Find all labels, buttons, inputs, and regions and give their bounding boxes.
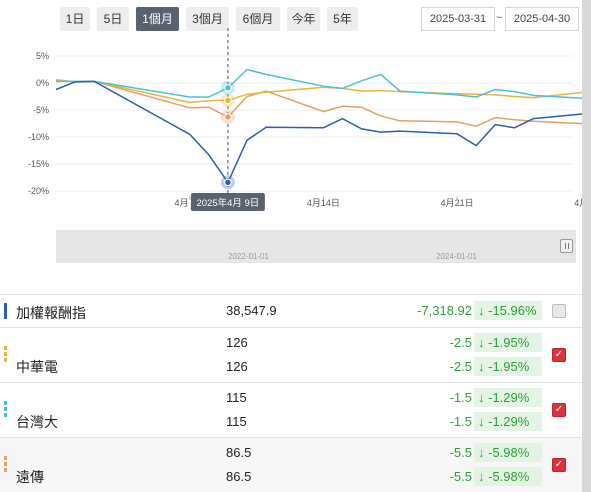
- range-tab-1m[interactable]: 1個月: [136, 7, 179, 31]
- change-value: -2.5: [449, 335, 472, 350]
- change-value: -1.5: [449, 390, 472, 405]
- y-tick-label: -5%: [33, 105, 49, 115]
- x-tick-label: 4月14日: [307, 198, 340, 208]
- percent-change: ↓ -15.96%: [474, 301, 542, 320]
- y-tick-label: -20%: [28, 186, 49, 196]
- percent-change: ↓ -1.95%: [474, 333, 542, 352]
- stock-name: 加權報酬指: [16, 305, 86, 321]
- series-line-3[interactable]: [55, 79, 582, 127]
- hover-marker: [224, 178, 232, 187]
- stock-name: 中華電: [16, 359, 58, 375]
- hover-date-box: [190, 193, 265, 211]
- series-visibility-checkbox[interactable]: ✓: [552, 403, 566, 417]
- hover-marker: [224, 113, 232, 121]
- x-tick-label: 4月 7日: [174, 198, 205, 208]
- series-color-marker: [4, 346, 7, 364]
- date-separator: ~: [496, 12, 503, 24]
- series-color-marker: [4, 303, 7, 319]
- percent-change: ↓ -5.98%: [474, 443, 542, 462]
- change-value: -2.5: [449, 359, 472, 374]
- hover-marker: [224, 84, 232, 92]
- percent-change: ↓ -1.29%: [474, 388, 542, 407]
- x-tick-label: 4月28日: [574, 198, 582, 208]
- hover-date-label: 2025年4月 9日: [196, 197, 259, 209]
- range-tab-5y[interactable]: 5年: [327, 7, 358, 31]
- stock-name: 台灣大: [16, 414, 58, 430]
- stock-name: 遠傳: [16, 469, 44, 485]
- price-value: 86.5: [226, 469, 252, 484]
- percent-change: ↓ -1.29%: [474, 412, 542, 431]
- series-visibility-checkbox[interactable]: [552, 304, 566, 318]
- series-line-2[interactable]: [56, 68, 582, 99]
- price-value: 126: [226, 335, 248, 350]
- scrollbar[interactable]: [582, 0, 591, 491]
- y-tick-label: -10%: [28, 132, 49, 142]
- price-value: 38,547.9: [226, 303, 277, 318]
- x-tick-label: 4月21日: [441, 198, 474, 208]
- percent-change: ↓ -1.95%: [474, 357, 542, 376]
- series-color-marker: [4, 401, 7, 419]
- price-value: 115: [226, 414, 247, 429]
- change-value: -5.5: [449, 469, 472, 484]
- series-line-0[interactable]: [55, 80, 582, 184]
- navigator-label-2022: 2022-01-01: [228, 252, 269, 261]
- series-color-marker: [4, 456, 7, 474]
- series-visibility-checkbox[interactable]: ✓: [552, 348, 566, 362]
- price-value: 86.5: [226, 445, 252, 460]
- range-tab-1d[interactable]: 1日: [60, 7, 90, 31]
- start-date-input[interactable]: 2025-03-31: [421, 7, 495, 31]
- y-tick-label: 0%: [36, 78, 49, 88]
- change-value: -1.5: [449, 414, 472, 429]
- change-value: -7,318.92: [417, 303, 472, 318]
- y-tick-label: 5%: [36, 51, 49, 61]
- percent-change: ↓ -5.98%: [474, 467, 542, 486]
- price-value: 126: [226, 359, 248, 374]
- range-tab-6m[interactable]: 6個月: [236, 7, 280, 31]
- range-navigator[interactable]: [56, 230, 576, 263]
- series-visibility-checkbox[interactable]: ✓: [552, 458, 566, 472]
- price-value: 115: [226, 390, 247, 405]
- range-tab-ytd[interactable]: 今年: [287, 7, 320, 31]
- series-line-1[interactable]: [55, 79, 582, 104]
- range-tab-5d[interactable]: 5日: [97, 7, 129, 31]
- navigator-label-2024: 2024-01-01: [436, 252, 477, 261]
- change-value: -5.5: [449, 445, 472, 460]
- hover-marker: [224, 96, 232, 104]
- y-tick-label: -15%: [28, 159, 49, 169]
- navigator-handle[interactable]: [560, 239, 573, 253]
- range-tab-3m[interactable]: 3個月: [186, 7, 229, 31]
- end-date-input[interactable]: 2025-04-30: [505, 7, 579, 31]
- comparison-line-chart[interactable]: 5% 0% -5% -10% -15% -20% 4月 7日 4月14日 4月21日 4月28日 2…: [0, 0, 582, 230]
